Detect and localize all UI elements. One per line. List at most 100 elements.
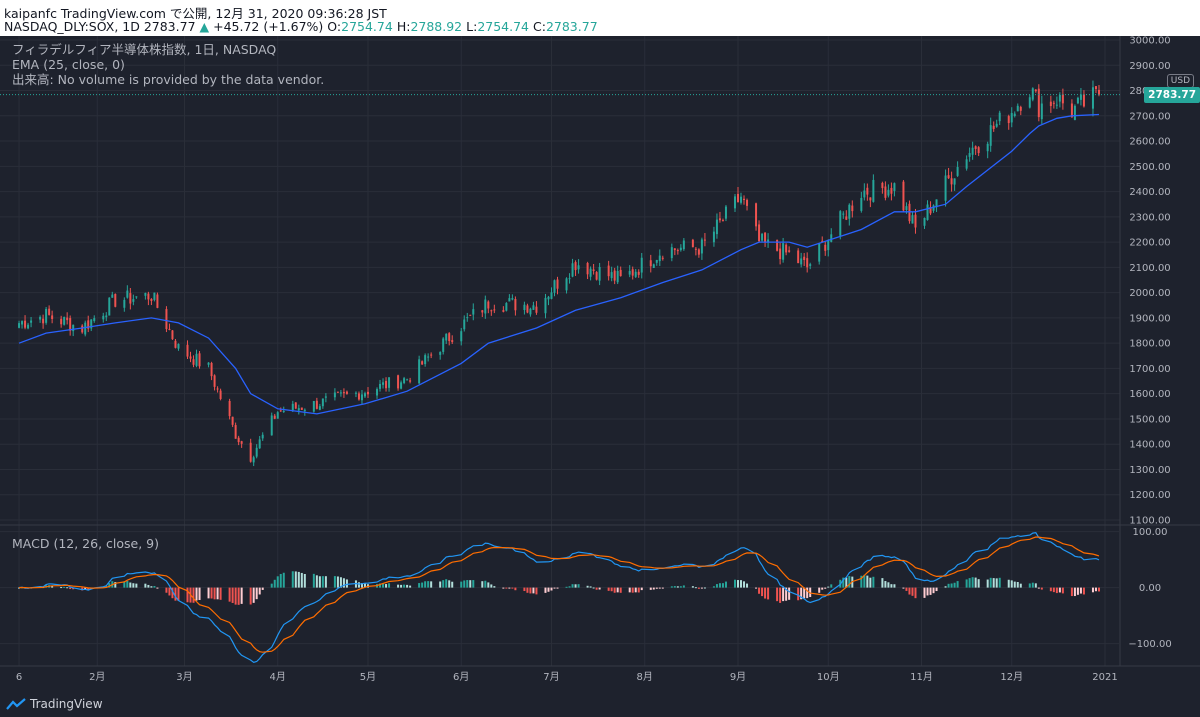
macd-histogram-bar bbox=[655, 587, 658, 589]
candle-body bbox=[177, 343, 180, 349]
candle-body bbox=[718, 218, 721, 221]
candle-body bbox=[911, 215, 914, 224]
macd-histogram-bar bbox=[890, 584, 893, 588]
macd-histogram-bar bbox=[860, 575, 863, 588]
price-chart-svg[interactable]: 1100.00 1200.00 1300.00 1400.00 1500.00 1600.… bbox=[0, 36, 1200, 692]
legend-ema[interactable]: EMA (25, close, 0) bbox=[12, 57, 125, 72]
candle-body bbox=[273, 415, 276, 419]
macd-histogram-bar bbox=[779, 587, 782, 603]
macd-histogram-bar bbox=[1058, 587, 1061, 593]
candle-body bbox=[598, 267, 601, 281]
macd-histogram-bar bbox=[177, 587, 180, 601]
candle-body bbox=[700, 239, 703, 254]
macd-histogram-bar bbox=[908, 587, 911, 595]
candle-body bbox=[466, 317, 469, 319]
macd-histogram-bar bbox=[409, 585, 412, 588]
macd-histogram-bar bbox=[1079, 587, 1082, 594]
macd-histogram-bar bbox=[129, 582, 132, 588]
candle-body bbox=[18, 323, 21, 328]
candle-body bbox=[156, 294, 159, 308]
candle-body bbox=[785, 244, 788, 253]
candle-body bbox=[192, 359, 195, 365]
macd-histogram-bar bbox=[514, 587, 517, 591]
candle-body bbox=[652, 264, 655, 268]
candle-body bbox=[1073, 105, 1076, 120]
candle-body bbox=[442, 338, 445, 352]
candle-body bbox=[42, 318, 45, 324]
candle-body bbox=[821, 240, 824, 243]
candle-body bbox=[198, 353, 201, 367]
macd-histogram-bar bbox=[845, 577, 848, 588]
macd-histogram-bar bbox=[965, 579, 968, 588]
macd-histogram-bar bbox=[472, 580, 475, 588]
macd-histogram-bar bbox=[842, 577, 845, 588]
candle-body bbox=[195, 353, 198, 366]
macd-histogram-bar bbox=[911, 587, 914, 596]
macd-histogram-bar bbox=[950, 583, 953, 588]
macd-histogram-bar bbox=[493, 586, 496, 588]
candle-body bbox=[339, 392, 342, 394]
candle-body bbox=[568, 278, 571, 280]
macd-histogram-bar bbox=[1013, 581, 1016, 588]
candle-body bbox=[294, 402, 297, 409]
candle-body bbox=[743, 198, 746, 200]
macd-histogram-bar bbox=[830, 584, 833, 588]
candle-body bbox=[1094, 86, 1097, 89]
macd-histogram-bar bbox=[406, 584, 409, 588]
macd-histogram-bar bbox=[466, 580, 469, 588]
candle-body bbox=[72, 324, 75, 332]
brand-name: TradingView bbox=[30, 697, 103, 711]
macd-histogram-bar bbox=[640, 587, 643, 591]
macd-histogram-bar bbox=[1031, 582, 1034, 588]
tradingview-logo[interactable]: TradingView bbox=[6, 697, 103, 711]
currency-label[interactable]: USD bbox=[1166, 74, 1194, 88]
time-tick-label: 5月 bbox=[360, 671, 376, 683]
macd-histogram-bar bbox=[902, 587, 905, 589]
candle-body bbox=[679, 247, 682, 251]
macd-histogram-bar bbox=[637, 587, 640, 593]
candle-body bbox=[884, 186, 887, 198]
candle-body bbox=[944, 175, 947, 201]
candle-body bbox=[926, 204, 929, 220]
macd-histogram-bar bbox=[150, 586, 153, 588]
candle-body bbox=[953, 178, 956, 185]
signal-line bbox=[18, 536, 1100, 653]
candle-body bbox=[126, 290, 129, 298]
macd-histogram-bar bbox=[84, 587, 87, 590]
macd-histogram-bar bbox=[303, 574, 306, 588]
macd-histogram-bar bbox=[703, 587, 706, 589]
candle-body bbox=[788, 250, 791, 252]
macd-histogram-bar bbox=[324, 576, 327, 588]
macd-histogram-bar bbox=[1052, 587, 1055, 593]
candle-body bbox=[165, 309, 168, 330]
ema-line bbox=[18, 113, 1100, 415]
candle-body bbox=[376, 389, 379, 396]
candle-body bbox=[577, 265, 580, 270]
macd-histogram-bar bbox=[282, 572, 285, 588]
candle-body bbox=[69, 318, 72, 331]
candle-body bbox=[529, 308, 532, 315]
macd-histogram-bar bbox=[971, 577, 974, 588]
macd-histogram-bar bbox=[944, 586, 947, 588]
macd-histogram-bar bbox=[691, 586, 694, 588]
candle-body bbox=[153, 292, 156, 300]
macd-histogram-bar bbox=[1016, 582, 1019, 588]
candle-body bbox=[490, 310, 493, 312]
macd-histogram-bar bbox=[679, 586, 682, 588]
macd-histogram-bar bbox=[273, 579, 276, 588]
candle-body bbox=[448, 333, 451, 342]
price-tick-label: 1900.00 bbox=[1129, 313, 1170, 324]
candle-body bbox=[872, 179, 875, 202]
candle-body bbox=[400, 382, 403, 389]
publish-line: kaipanfc TradingView.com で公開, 12月 31, 20… bbox=[4, 6, 387, 21]
candle-body bbox=[848, 204, 851, 219]
candle-body bbox=[845, 216, 848, 220]
candle-body bbox=[132, 299, 135, 302]
candle-body bbox=[147, 293, 150, 300]
candle-body bbox=[1016, 105, 1019, 112]
candle-body bbox=[547, 296, 550, 300]
legend-macd[interactable]: MACD (12, 26, close, 9) bbox=[12, 536, 159, 551]
candle-body bbox=[673, 248, 676, 251]
chart-area[interactable]: 1100.00 1200.00 1300.00 1400.00 1500.00 1600.… bbox=[0, 36, 1200, 692]
candle-body bbox=[150, 298, 153, 301]
